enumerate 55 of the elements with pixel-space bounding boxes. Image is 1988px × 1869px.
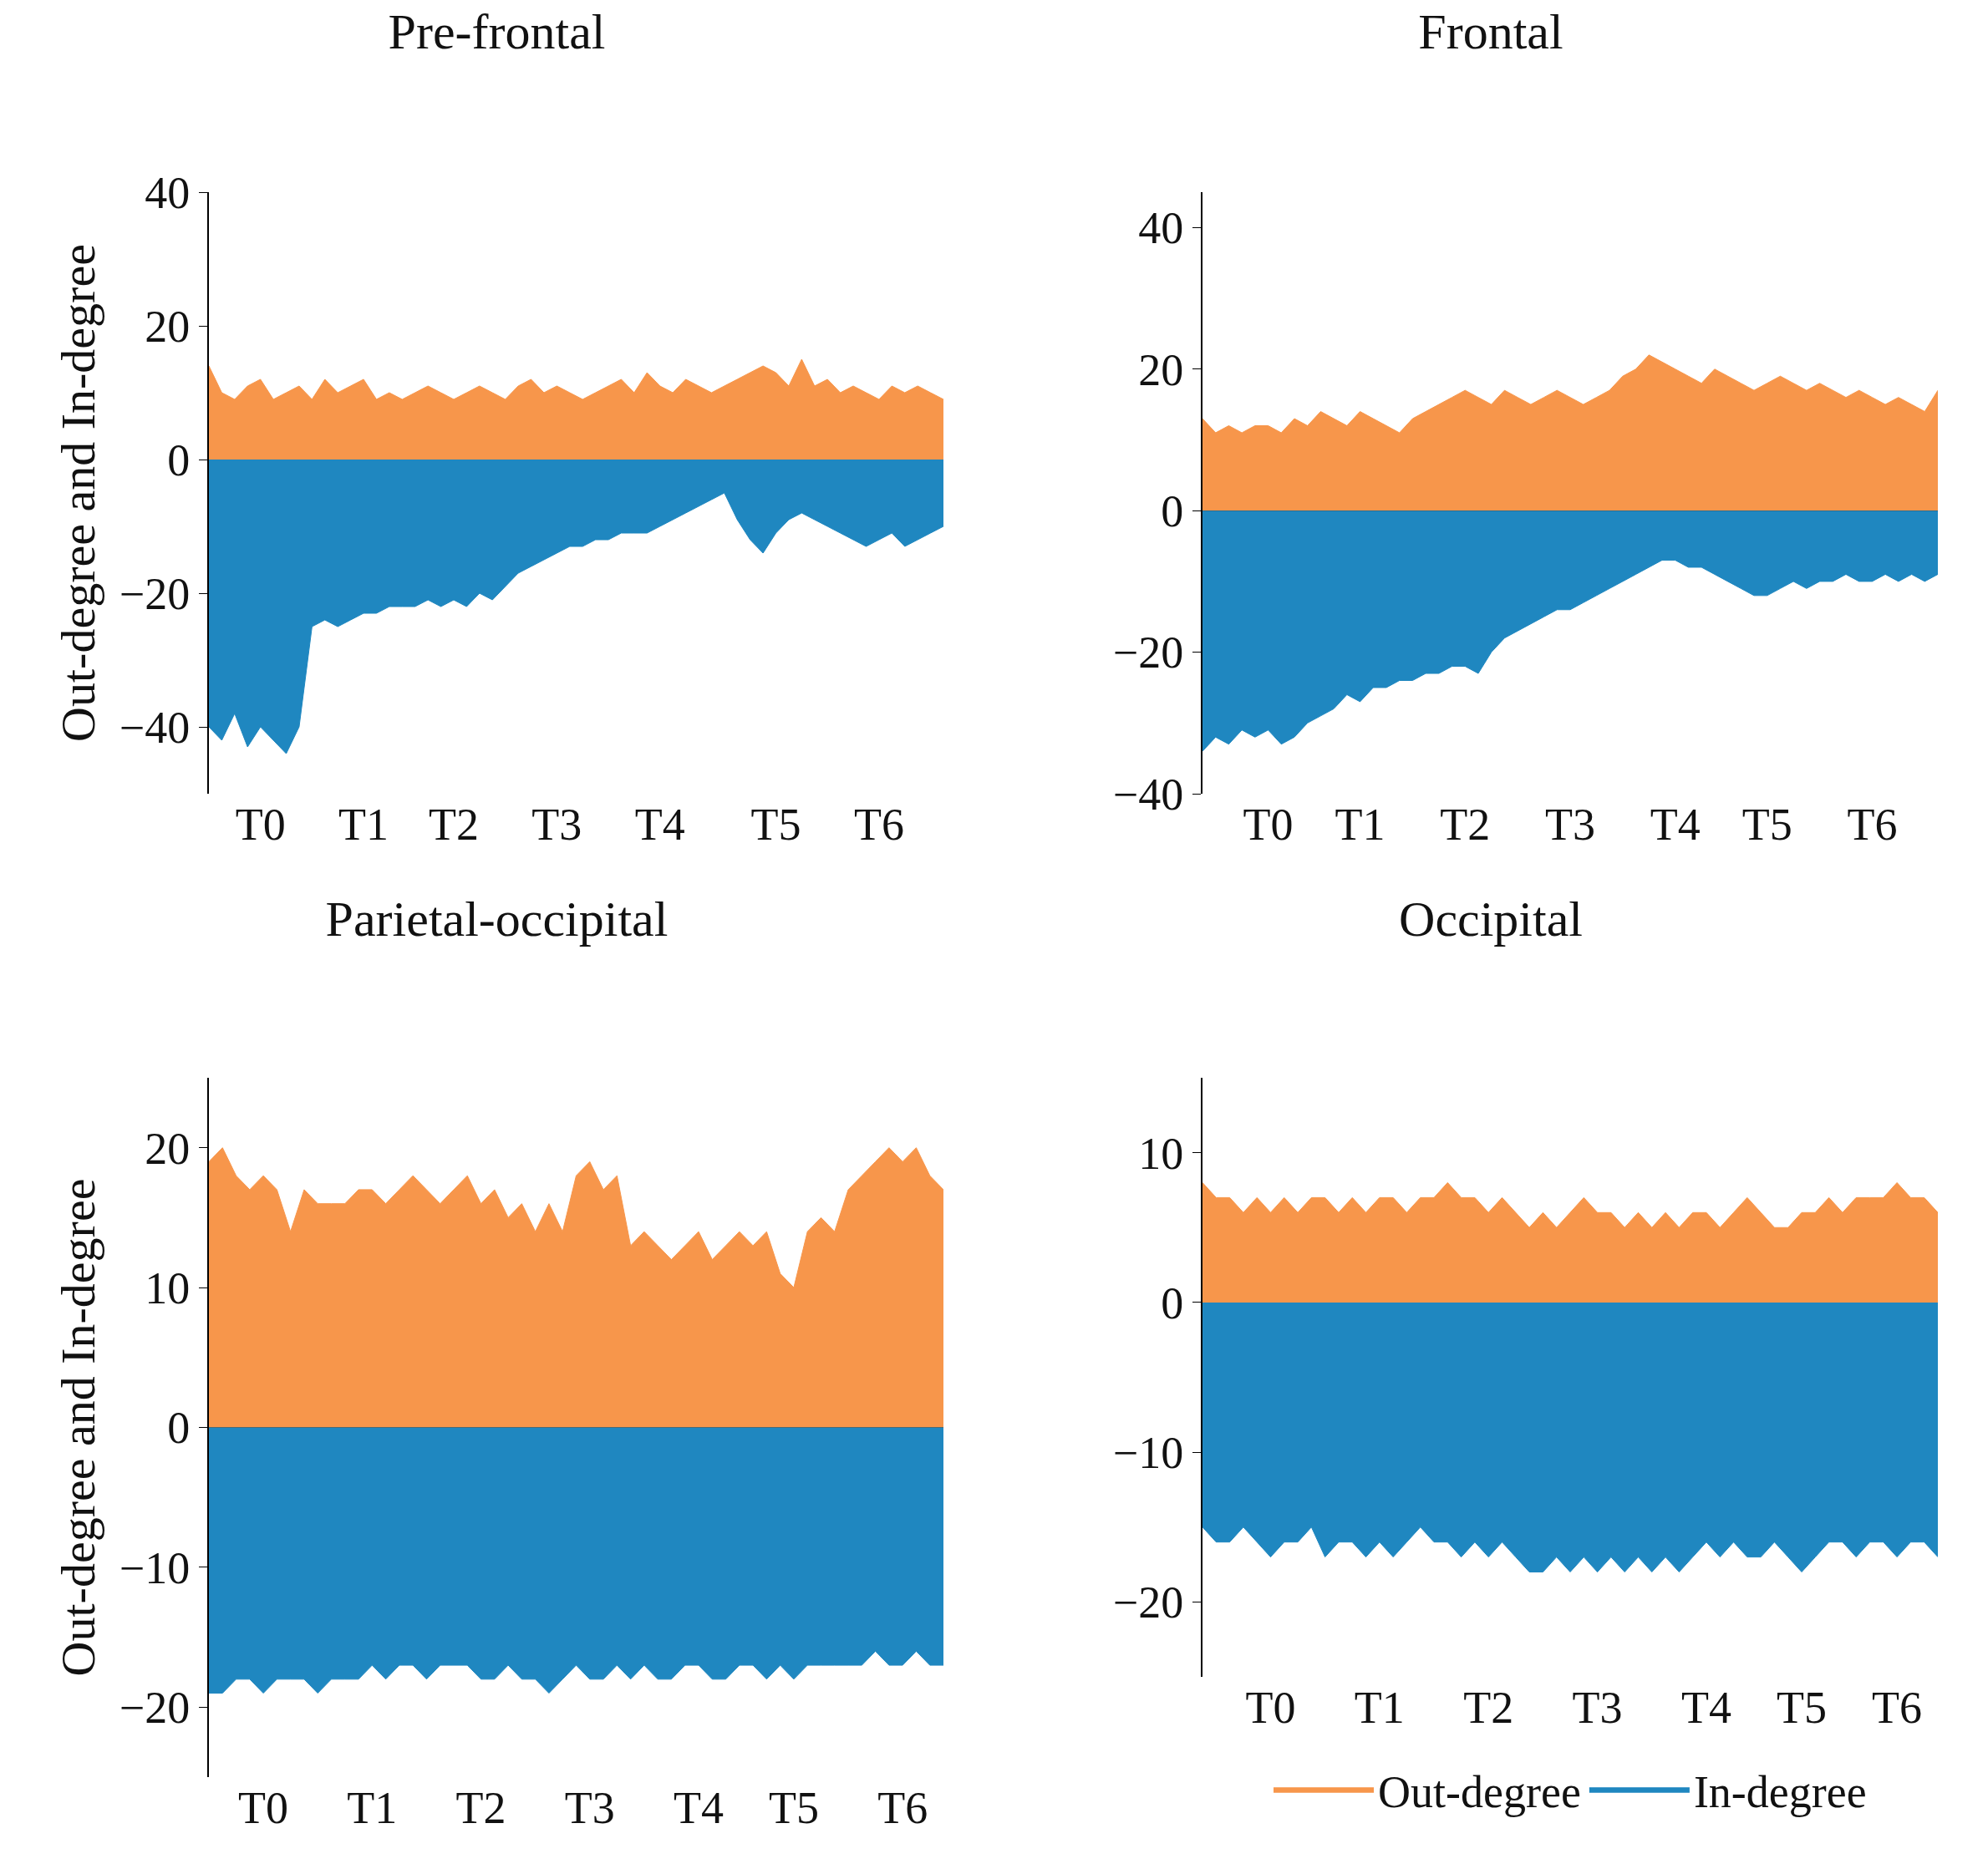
x-tick-label: T2 (429, 800, 479, 850)
x-tick-label: T0 (238, 1783, 289, 1833)
x-tick-label: T1 (1354, 1683, 1405, 1733)
y-tick-label: −20 (119, 568, 191, 619)
x-tick-label: T0 (1245, 1683, 1296, 1733)
x-tick-label: T3 (531, 800, 582, 850)
x-tick-label: T1 (347, 1783, 398, 1833)
y-tick-label: 10 (145, 1263, 191, 1313)
y-tick-label: 40 (1138, 203, 1184, 254)
x-tick-label: T4 (1680, 1683, 1731, 1733)
x-tick-label: T5 (1741, 800, 1792, 850)
y-tick-label: 10 (1138, 1128, 1184, 1179)
x-tick-label: T4 (634, 800, 685, 850)
x-tick-label: T6 (877, 1783, 928, 1833)
x-tick-label: T5 (768, 1783, 819, 1833)
chart-title: Occipital (1399, 891, 1583, 947)
x-tick-label: T5 (750, 800, 801, 850)
y-axis-title: Out-degree and In-degree (51, 1178, 106, 1677)
x-tick-label: T2 (455, 1783, 506, 1833)
y-tick-label: −20 (119, 1683, 191, 1734)
y-tick-label: −10 (1112, 1428, 1184, 1479)
x-tick-label: T6 (1847, 800, 1898, 850)
y-tick-label: −10 (119, 1542, 191, 1593)
y-tick-label: −20 (1112, 627, 1184, 678)
x-tick-label: T3 (564, 1783, 615, 1833)
y-tick-label: 0 (167, 434, 191, 485)
y-axis-title: Out-degree and In-degree (51, 244, 106, 742)
x-tick-label: T6 (1872, 1683, 1923, 1733)
x-tick-label: T5 (1777, 1683, 1828, 1733)
x-tick-label: T2 (1440, 800, 1491, 850)
x-tick-label: T4 (674, 1783, 724, 1833)
legend-label: In-degree (1693, 1766, 1867, 1817)
y-tick-label: 0 (1161, 1277, 1184, 1328)
y-tick-label: 20 (1138, 344, 1184, 395)
chart-title: Parietal-occipital (325, 891, 669, 947)
x-tick-label: T1 (1335, 800, 1385, 850)
y-tick-label: −40 (119, 702, 191, 753)
x-tick-label: T1 (338, 800, 389, 850)
x-tick-label: T0 (235, 800, 286, 850)
x-tick-label: T6 (853, 800, 904, 850)
y-tick-label: 0 (1161, 486, 1184, 537)
x-tick-label: T3 (1572, 1683, 1623, 1733)
x-tick-label: T3 (1545, 800, 1595, 850)
y-tick-label: 20 (145, 1123, 191, 1174)
x-tick-label: T2 (1463, 1683, 1514, 1733)
chart-title: Pre-frontal (388, 3, 606, 59)
y-tick-label: −20 (1112, 1577, 1184, 1628)
x-tick-label: T4 (1650, 800, 1701, 850)
y-tick-label: 0 (167, 1403, 191, 1454)
y-tick-label: 20 (145, 301, 191, 352)
y-tick-label: −40 (1112, 769, 1184, 820)
y-tick-label: 40 (145, 167, 191, 218)
legend-label: Out-degree (1378, 1766, 1581, 1817)
chart-title: Frontal (1418, 3, 1563, 59)
x-tick-label: T0 (1243, 800, 1294, 850)
